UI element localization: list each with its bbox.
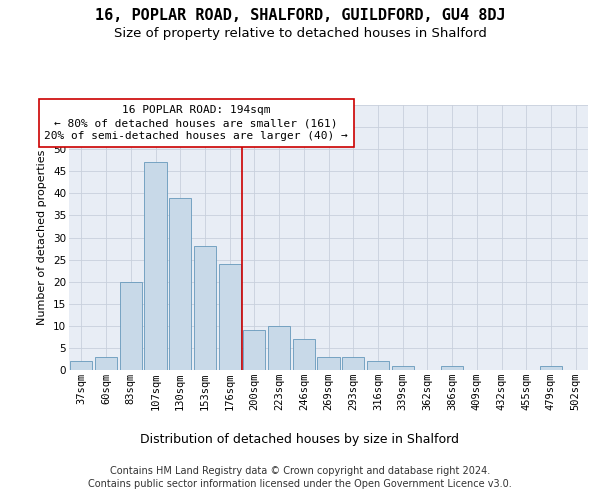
Bar (367, 361, 389, 370)
Bar (243, 330, 265, 370)
Text: Contains public sector information licensed under the Open Government Licence v3: Contains public sector information licen… (88, 479, 512, 489)
Y-axis label: Number of detached properties: Number of detached properties (37, 150, 47, 325)
Text: 16 POPLAR ROAD: 194sqm
← 80% of detached houses are smaller (161)
20% of semi-de: 16 POPLAR ROAD: 194sqm ← 80% of detached… (44, 105, 348, 142)
Bar (194, 246, 216, 370)
Bar (119, 282, 142, 370)
Bar (145, 162, 167, 370)
Text: Size of property relative to detached houses in Shalford: Size of property relative to detached ho… (113, 28, 487, 40)
Bar (392, 366, 414, 370)
Text: Contains HM Land Registry data © Crown copyright and database right 2024.: Contains HM Land Registry data © Crown c… (110, 466, 490, 476)
Bar (293, 339, 315, 370)
Bar (95, 357, 117, 370)
Bar (70, 361, 92, 370)
Bar (218, 264, 241, 370)
Bar (169, 198, 191, 370)
Bar (317, 357, 340, 370)
Text: Distribution of detached houses by size in Shalford: Distribution of detached houses by size … (140, 432, 460, 446)
Bar (441, 366, 463, 370)
Text: 16, POPLAR ROAD, SHALFORD, GUILDFORD, GU4 8DJ: 16, POPLAR ROAD, SHALFORD, GUILDFORD, GU… (95, 8, 505, 22)
Bar (540, 366, 562, 370)
Bar (342, 357, 364, 370)
Bar (268, 326, 290, 370)
